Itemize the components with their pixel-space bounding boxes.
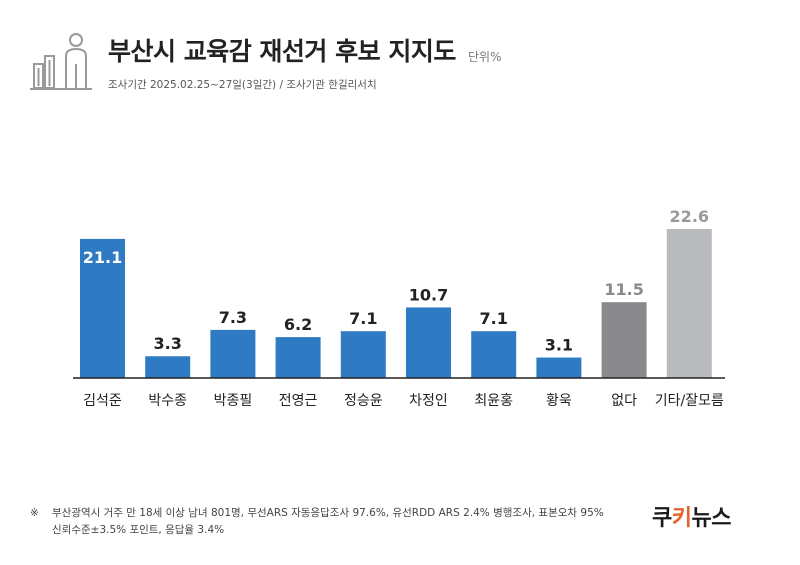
value-label-4: 6.2 — [284, 315, 312, 334]
category-labels-group: 김석준 박수종 박종필 전영근 정승윤 차정인 최윤홍 황욱 없다 기타/잘모름 — [83, 393, 724, 409]
value-label-1: 21.1 — [83, 248, 122, 267]
category-label-1: 김석준 — [83, 393, 122, 409]
category-label-7: 최윤홍 — [474, 393, 513, 409]
unit-label: 단위% — [468, 50, 502, 64]
bar-9 — [601, 302, 647, 378]
category-label-8: 황욱 — [546, 393, 572, 409]
footnote-mark: ※ — [30, 507, 39, 519]
category-label-3: 박종필 — [214, 393, 253, 409]
bar-2 — [145, 356, 191, 378]
footnote: ※ 부산광역시 거주 만 18세 이상 남녀 801명, 무선ARS 자동응답조사… — [30, 505, 604, 539]
category-label-10: 기타/잘모름 — [655, 393, 724, 409]
value-label-9: 11.5 — [604, 280, 643, 299]
category-label-5: 정승윤 — [344, 393, 383, 409]
bar-5 — [340, 331, 386, 378]
category-label-2: 박수종 — [148, 393, 187, 409]
person-and-buildings-icon — [30, 33, 92, 90]
bar-8 — [536, 357, 582, 378]
bar-4 — [275, 337, 321, 378]
brand-part-3: 뉴스 — [691, 506, 732, 531]
value-label-2: 3.3 — [154, 334, 182, 353]
survey-info: 조사기간 2025.02.25~27일(3일간) / 조사기관 한길리서치 — [108, 79, 377, 91]
value-label-7: 7.1 — [480, 309, 508, 328]
brand-part-2: 키 — [671, 506, 692, 531]
bar-chart: 21.1 3.3 7.3 6.2 7.1 10.7 7.1 3.1 11.5 22.6 김석준 박수… — [73, 207, 725, 409]
brand-logo: 쿠키뉴스 — [652, 500, 731, 532]
value-label-5: 7.1 — [349, 309, 377, 328]
bar-3 — [210, 329, 256, 378]
value-label-3: 7.3 — [219, 308, 247, 327]
bar-7 — [471, 331, 517, 378]
chart-title: 부산시 교육감 재선거 후보 지지도 — [108, 37, 456, 66]
value-label-6: 10.7 — [409, 285, 448, 304]
bars-group — [80, 229, 712, 378]
footnote-line-2: 신뢰수준±3.5% 포인트, 응답율 3.4% — [52, 524, 225, 536]
bar-1 — [80, 238, 125, 378]
footnote-line-1: 부산광역시 거주 만 18세 이상 남녀 801명, 무선ARS 자동응답조사 … — [52, 507, 604, 519]
category-label-4: 전영근 — [279, 393, 318, 409]
value-label-10: 22.6 — [670, 207, 709, 226]
value-labels-group: 21.1 3.3 7.3 6.2 7.1 10.7 7.1 3.1 11.5 22.6 — [83, 207, 709, 355]
bar-10 — [666, 229, 712, 378]
bar-6 — [406, 307, 451, 378]
category-label-9: 없다 — [611, 393, 637, 409]
value-label-8: 3.1 — [545, 336, 573, 355]
category-label-6: 차정인 — [409, 393, 448, 409]
brand-part-1: 쿠 — [652, 506, 672, 531]
